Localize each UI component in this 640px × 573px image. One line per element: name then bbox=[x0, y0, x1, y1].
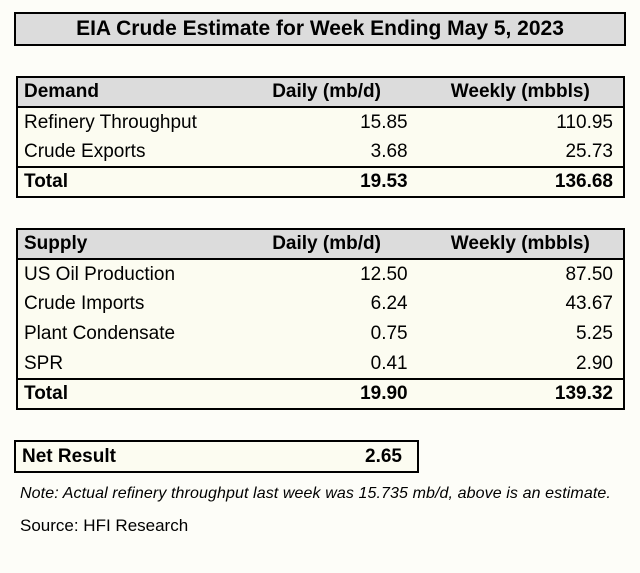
weekly-value: 87.50 bbox=[565, 263, 613, 285]
total-label: Total bbox=[17, 378, 236, 409]
row-label: SPR bbox=[24, 352, 64, 374]
table-row-refinery-throughput: Refinery Throughput 15.85 110.95 bbox=[17, 107, 624, 137]
weekly-value: 2.90 bbox=[576, 352, 613, 374]
title-bar: EIA Crude Estimate for Week Ending May 5… bbox=[14, 12, 626, 46]
total-weekly-value: 136.68 bbox=[417, 166, 624, 197]
demand-header-row: Demand Daily (mb/d) Weekly (mbbls) bbox=[17, 77, 624, 108]
daily-value: 0.75 bbox=[370, 323, 408, 344]
note-text: Note: Actual refinery throughput last we… bbox=[20, 485, 611, 502]
table-row-us-oil-production: US Oil Production 12.50 87.50 bbox=[17, 259, 624, 289]
weekly-value: 25.73 bbox=[565, 140, 613, 162]
total-daily-value: 19.53 bbox=[235, 166, 418, 197]
net-result-value: 2.65 bbox=[365, 445, 402, 467]
daily-value: 12.50 bbox=[360, 263, 408, 285]
demand-table: Demand Daily (mb/d) Weekly (mbbls) Refin… bbox=[16, 76, 625, 198]
demand-total-row: Total 19.53 136.68 bbox=[17, 166, 624, 197]
table-row-spr: SPR 0.41 2.90 bbox=[17, 349, 624, 379]
source-text: Source: HFI Research bbox=[20, 516, 189, 535]
net-result-box: Net Result 2.65 bbox=[14, 440, 419, 473]
demand-column-header: Demand bbox=[17, 77, 236, 108]
page-title: EIA Crude Estimate for Week Ending May 5… bbox=[76, 17, 564, 40]
total-label: Total bbox=[17, 166, 236, 197]
weekly-value: 5.25 bbox=[576, 323, 613, 344]
supply-column-header: Supply bbox=[17, 229, 236, 260]
supply-header-row: Supply Daily (mb/d) Weekly (mbbls) bbox=[17, 229, 624, 260]
row-label: US Oil Production bbox=[24, 263, 176, 285]
weekly-column-header: Weekly (mbbls) bbox=[417, 77, 624, 108]
daily-column-header: Daily (mb/d) bbox=[235, 77, 418, 108]
net-result-label: Net Result bbox=[22, 445, 116, 467]
daily-column-header: Daily (mb/d) bbox=[235, 229, 418, 260]
supply-total-row: Total 19.90 139.32 bbox=[17, 378, 624, 409]
figure: EIA Crude Estimate for Week Ending May 5… bbox=[0, 12, 640, 536]
row-label: Crude Imports bbox=[24, 293, 145, 314]
daily-value: 6.24 bbox=[370, 293, 408, 314]
total-weekly-value: 139.32 bbox=[417, 378, 624, 409]
weekly-value: 110.95 bbox=[556, 111, 613, 133]
daily-value: 3.68 bbox=[370, 140, 408, 162]
daily-value: 15.85 bbox=[360, 111, 408, 133]
row-label: Crude Exports bbox=[24, 140, 146, 162]
total-daily-value: 19.90 bbox=[235, 378, 418, 409]
table-row-crude-imports: Crude Imports 6.24 43.67 bbox=[17, 289, 624, 319]
table-row-crude-exports: Crude Exports 3.68 25.73 bbox=[17, 137, 624, 167]
weekly-column-header: Weekly (mbbls) bbox=[417, 229, 624, 260]
row-label: Refinery Throughput bbox=[24, 111, 197, 133]
table-row-plant-condensate: Plant Condensate 0.75 5.25 bbox=[17, 319, 624, 349]
supply-table: Supply Daily (mb/d) Weekly (mbbls) US Oi… bbox=[16, 228, 625, 410]
weekly-value: 43.67 bbox=[565, 293, 613, 314]
row-label: Plant Condensate bbox=[24, 323, 176, 344]
daily-value: 0.41 bbox=[370, 352, 408, 374]
